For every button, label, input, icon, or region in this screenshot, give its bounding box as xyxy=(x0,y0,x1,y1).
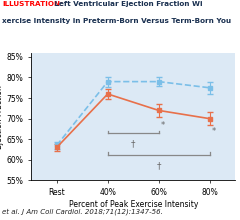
Text: †: † xyxy=(156,161,161,170)
Text: xercise Intensity in Preterm-Born Versus Term-Born You: xercise Intensity in Preterm-Born Versus… xyxy=(2,18,232,24)
Text: et al. J Am Coll Cardiol. 2018;71(12):1347-56.: et al. J Am Coll Cardiol. 2018;71(12):13… xyxy=(2,208,163,214)
X-axis label: Percent of Peak Exercise Intensity: Percent of Peak Exercise Intensity xyxy=(68,200,198,209)
Text: *: * xyxy=(161,121,165,130)
Text: *: * xyxy=(212,126,216,136)
Text: ILLUSTRATION:: ILLUSTRATION: xyxy=(2,1,63,7)
Text: Left Ventricular Ejection Fraction Wi: Left Ventricular Ejection Fraction Wi xyxy=(52,1,202,7)
Text: †: † xyxy=(131,139,135,148)
Y-axis label: Ejection Fraction: Ejection Fraction xyxy=(0,85,4,148)
